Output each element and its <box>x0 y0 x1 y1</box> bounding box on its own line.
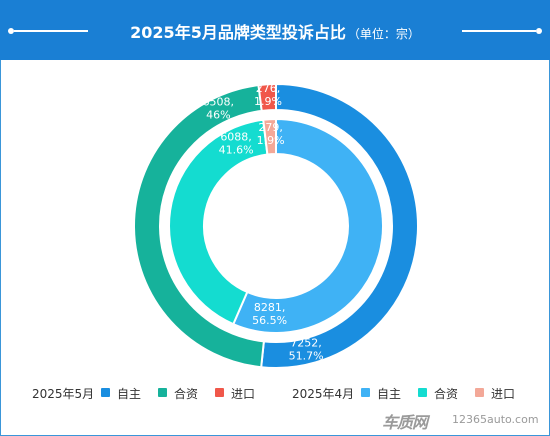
outer-ring-may <box>133 82 419 369</box>
legend-title-may: 2025年5月 <box>32 387 95 401</box>
legend-label: 合资 <box>174 387 199 401</box>
legend-swatch <box>418 388 427 397</box>
legend-swatch <box>158 388 167 397</box>
data-label-inner-jinkou: 279, 1.9% <box>257 121 285 147</box>
legend-label: 自主 <box>117 387 142 401</box>
data-label-outer-jinkou: 276, 1.9% <box>254 82 282 108</box>
chart-unit: （单位：宗） <box>347 27 420 41</box>
chart-title: 2025年5月品牌类型投诉占比 <box>130 23 346 42</box>
header-line-right <box>462 30 536 32</box>
legend-swatch <box>361 388 370 397</box>
inner-ring-april <box>168 117 384 334</box>
data-labels: 7252, 51.7% 6508, 46% 276, 1.9% 8281, 56.5% 6088… <box>203 82 324 362</box>
header-dot-right <box>536 28 542 34</box>
header-dot-left <box>8 28 14 34</box>
legend-label: 自主 <box>377 387 402 401</box>
legend-title-april: 2025年4月 <box>292 387 355 401</box>
legend-swatch <box>215 388 224 397</box>
legend-label: 合资 <box>434 387 459 401</box>
data-label-outer-hezi: 6508, 46% <box>203 96 235 122</box>
logo-mark: 车质网 <box>382 413 428 432</box>
legend-swatch <box>475 388 484 397</box>
legend-swatch <box>101 388 110 397</box>
data-label-outer-zizhu: 7252, 51.7% <box>289 336 324 362</box>
logo-url: 12365auto.com <box>452 413 539 426</box>
data-label-inner-hezi: 6088, 41.6% <box>219 130 254 156</box>
header-line-left <box>14 30 88 32</box>
legend-label: 进口 <box>231 387 256 401</box>
legend-label: 进口 <box>491 387 516 401</box>
slice-inner-jinkou[interactable] <box>262 117 277 156</box>
slice-inner-hezi[interactable] <box>168 118 269 326</box>
brand-logo: 车质网 12365auto.com <box>380 408 540 432</box>
slice-inner-zizhu[interactable] <box>231 117 384 334</box>
slice-outer-jinkou[interactable] <box>257 82 277 112</box>
header-bar: 2025年5月品牌类型投诉占比 （单位：宗） <box>0 0 550 60</box>
slice-outer-zizhu[interactable] <box>260 82 419 369</box>
page-title: 2025年5月品牌类型投诉占比 （单位：宗） <box>0 19 550 43</box>
data-label-inner-zizhu: 8281, 56.5% <box>252 301 287 327</box>
legend: 2025年5月 自主 合资 进口 2025年4月 自主 合资 进口 <box>0 382 550 402</box>
